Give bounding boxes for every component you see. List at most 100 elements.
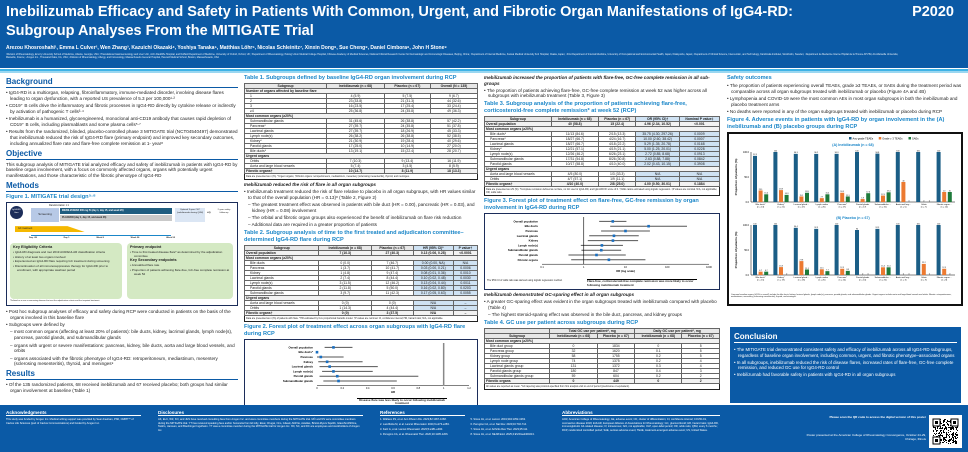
tick-label: 0.0 [746,274,750,277]
table-cell: 0 [634,377,683,384]
bar [793,227,798,275]
column-4: Safety outcomes The proportion of patien… [727,75,963,306]
qr-module [955,440,956,441]
data-label: 15.4 [881,266,885,268]
qr-module [933,435,934,436]
flare-subhead: Inebilizumab reduced the risk of flare i… [244,182,376,187]
qr-module [948,443,949,444]
table-row: Fibrotic organs 0 449 0 2 [483,377,720,384]
qr-module [944,425,945,426]
references-heading: References [380,410,465,417]
tick-label: 10 [624,265,627,269]
qr-module [934,433,935,434]
subgroup-bullets: most common organs (affecting at least 2… [6,329,238,367]
category-label: Fibrotic organ… [937,276,952,279]
data-label: 90 [856,228,858,230]
qr-module [950,440,951,441]
bar [799,196,804,202]
bar [758,271,763,275]
qr-module [944,424,945,425]
table-header-row: Subgroup Inebilizumab (n = 68) Placebo (n … [243,245,479,252]
forest-label: Submandibular glands [508,248,539,252]
qr-module [953,432,954,433]
data-label: 100 [774,150,777,152]
qr-module [944,439,945,440]
table-cell: 18 (13.3) [429,168,479,174]
figure4-svg: Any-grade TEAEs Grade ≥ 3 TEAEs SAEs (A) In… [734,136,955,282]
point-estimate [595,253,598,257]
qr-module [935,434,936,435]
qr-module [942,442,943,443]
category-n: (n = 9) [921,280,927,282]
tick-label: 0.8 [417,386,421,390]
category-label: Lacrimal gland… [794,276,810,279]
point-estimate [607,258,611,262]
data-label: 12.9 [881,194,885,196]
qr-module [945,439,946,440]
qr-module [955,437,956,438]
y-axis-label: Proportion of patients (%) [734,232,738,269]
qr-module [957,434,958,435]
legend-swatch [878,136,882,140]
bar [881,195,885,202]
figure1-footnote: *Defined as a new or worsening disease t… [10,300,100,303]
point-estimate [325,360,329,364]
bullet-item: Experienced an IgG4-RD flare requiring G… [13,260,119,264]
data-label: 12.5 [840,267,844,269]
tick-label: 100 [665,265,670,269]
affiliations: ¹Division of Rheumatology, Emory Univers… [6,53,899,59]
qr-module [944,441,945,442]
table-header-cell: Inebilizumab (n = 68) [634,332,683,339]
table-cell: Fibrotic organs [483,377,551,384]
forest-label: Parotid glands [519,253,539,257]
data-label: 100 [917,150,920,152]
category-n: (n = 27) [798,207,806,209]
point-estimate [337,379,340,383]
forest-label: Fibrotic organs [518,258,539,262]
bar [840,268,845,275]
qr-module [954,436,955,437]
qr-module [956,428,957,429]
data-label: 94.4 [794,226,798,228]
qr-module [951,434,952,435]
table-row: Fibrotic organs† 4/10 (40.0) 2/8 (25.0) 4.0… [484,181,721,188]
qr-module [956,441,957,442]
table-row: Lacrimal glands group 131 1372 0.3 4 [483,362,720,369]
bar [845,270,850,275]
table-cell: 3 (37.5) [371,310,414,317]
data-label: 18.5 [805,191,809,193]
category-n: (n = 21) [777,207,785,209]
table-cell: Fibrotic organs† [243,168,328,174]
secondary-endpoint-list: Annualized flare rateProportion of patie… [130,263,230,276]
abbreviations-heading: Abbreviations [562,410,720,417]
tick-label: 0.1 [540,265,544,269]
figure4-title: Figure 4. Adverse events in patients wit… [727,116,945,130]
category-label: Bile ducts* [756,203,766,206]
forest-label: Lacrimal glands [292,365,314,369]
bullet-item: Results from the randomized, blinded, pl… [6,129,238,146]
table-cell: Fibrotic organs† [243,310,320,317]
abbreviations-text: ACR, American College of Rheumatology; A… [562,418,719,432]
bar [799,261,804,275]
data-label: 14.3 [785,193,789,195]
bullet-item: History of at least two organs involved [13,255,119,260]
table4: Total GC use per patient*, mg Daily GC us… [483,327,720,390]
category-n: (n = 27) [839,207,847,209]
safety-heading: Safety outcomes [727,75,772,81]
bullet-item: Lymphopenia and COVID-19 were the most c… [727,96,963,108]
data-label: 6.7 [765,270,768,272]
forest-label: Overall population [288,345,313,349]
qr-module [944,432,945,433]
qr-module [940,431,941,432]
category-n: (n = 26) [879,280,887,282]
qr-module [950,428,951,429]
legend-swatch [849,136,852,140]
disclosures-text: AK, ELC, WZ, KO, and JHS have received c… [158,418,360,432]
bar [793,153,798,202]
bar [895,151,900,202]
qr-module [933,427,934,428]
bar [764,271,769,275]
qr-module [951,429,952,430]
bar [825,271,830,275]
qr-code[interactable] [929,415,962,448]
